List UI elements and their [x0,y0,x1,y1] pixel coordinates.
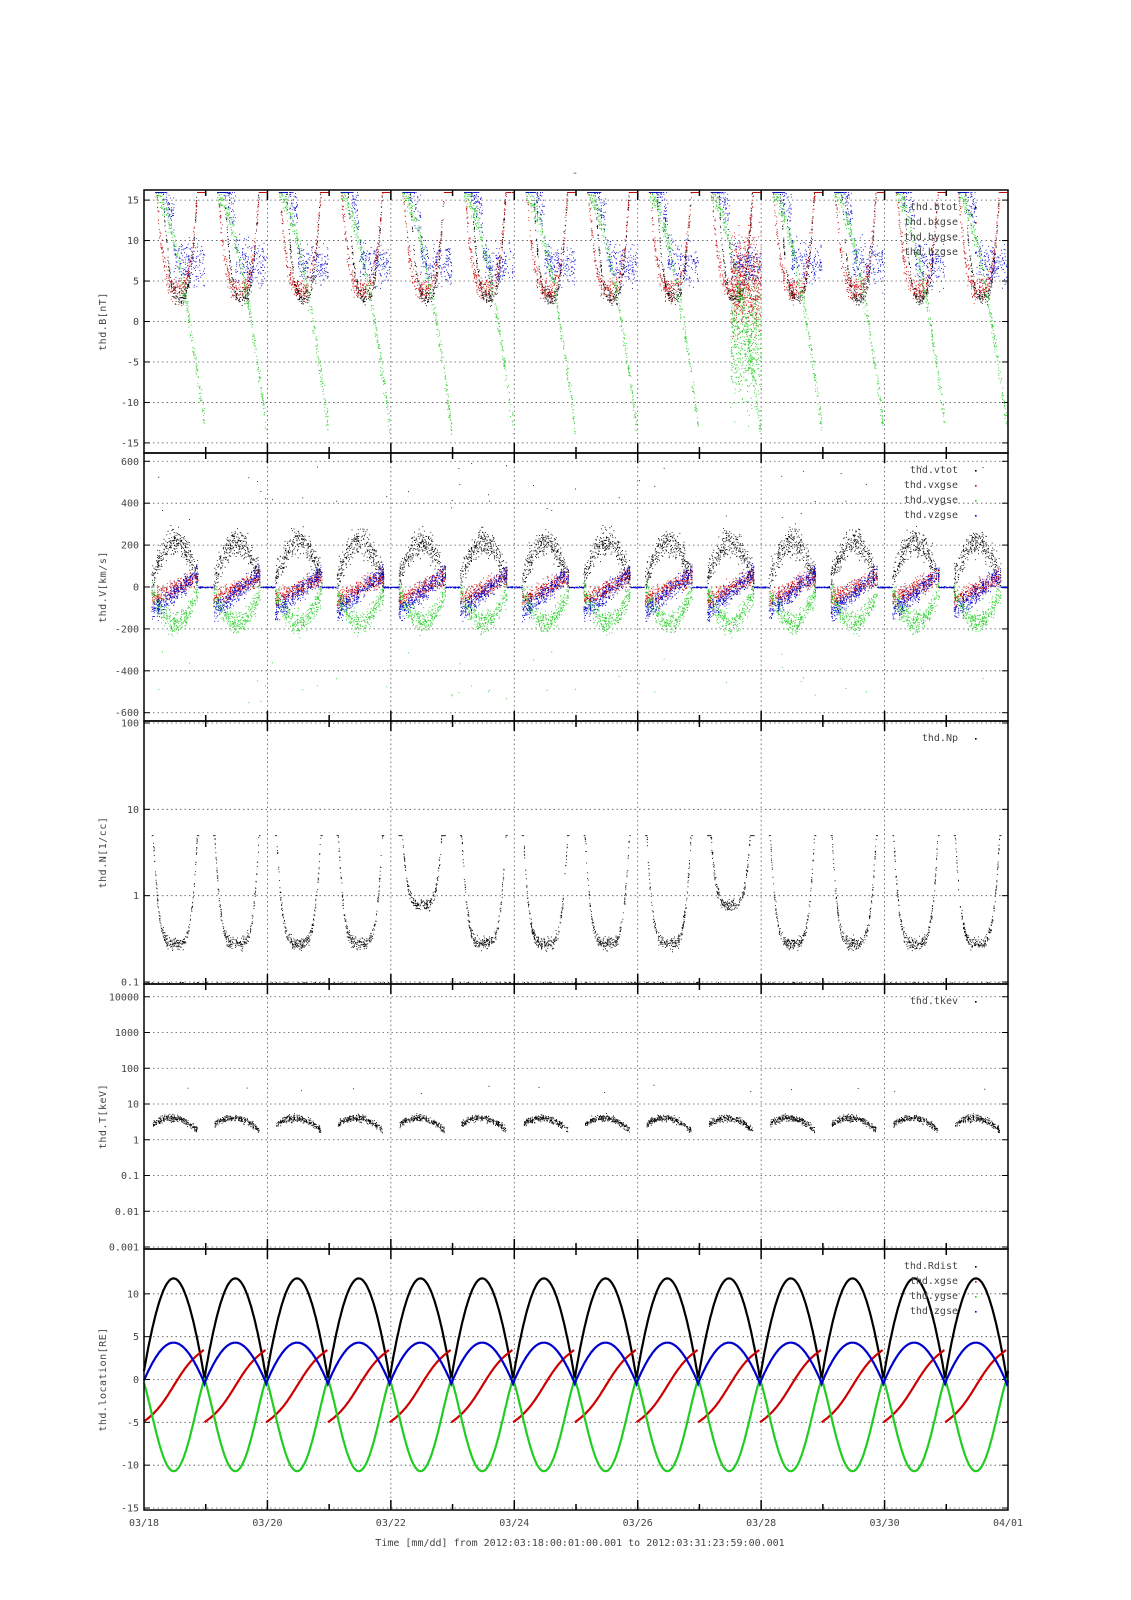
x-tick-label: 03/30 [870,1518,900,1529]
panel-frame [143,720,1009,985]
panels-group: 151050-5-10-15thd.B[nT]thd.btotthd.bxgse… [98,189,1023,1529]
top-mark: - [572,168,578,179]
panel-frame [143,983,1009,1250]
y-tick-label: 600 [121,457,139,468]
legend-marker [975,1281,977,1283]
y-tick-label: 10 [127,1100,139,1111]
x-tick-label: 03/20 [252,1518,282,1529]
legend-entry: thd.bzgse [904,247,958,258]
y-tick-label: 10 [127,236,139,247]
legend-entry: thd.vtot [910,465,958,476]
legend-entry: thd.ygse [910,1291,958,1302]
panel-2: 600 400 200 0 -200 -400 -600 thd.V[km/s] thd.vto… [98,452,1009,722]
x-tick-label: 03/22 [376,1518,406,1529]
legend-marker [975,1296,977,1298]
legend-entry: thd.vzgse [904,510,958,521]
y-tick-label: 0 [133,1375,139,1386]
legend-entry: thd.btot [910,202,958,213]
y-tick-label: 400 [121,499,139,510]
panel-4: 10000 1000 100 10 1 0.1 0.01 0.001 thd.T[keV] thd… [98,983,1009,1254]
legend-entry: thd.bygse [904,232,958,243]
legend-entry: thd.tkev [910,996,958,1007]
y-tick-label: 100 [121,1064,139,1075]
series-black-points [155,192,1008,307]
legend-entry: thd.Np [922,733,958,744]
y-tick-label: -5 [127,1418,139,1429]
y-tick-label: -10 [121,1461,139,1472]
y-tick-label: 1 [133,1135,139,1146]
y-axis-label: thd.location[RE] [98,1327,109,1431]
y-tick-label: 0 [133,317,139,328]
legend-entry: thd.vxgse [904,480,958,491]
legend-marker [975,485,977,487]
y-tick-label: 200 [121,541,139,552]
panel-5: 10 5 0 -5 -10 -15 thd.location[RE] thd.Rdist thd… [98,1248,1010,1515]
legend-entry: thd.zgse [910,1306,958,1317]
y-tick-label: 5 [133,1332,139,1343]
x-axis-label: Time [mm/dd] from 2012:03:18:00:01:00.00… [375,1538,784,1549]
x-tick-label: 03/26 [623,1518,653,1529]
y-tick-label: -200 [115,624,139,635]
x-tick-label: 04/01 [993,1518,1023,1529]
y-axis-label: thd.V[km/s] [98,551,109,623]
legend-entry: thd.vygse [904,495,958,506]
legend-marker [975,1001,977,1003]
series-red-points [155,192,1008,346]
series-black-points [152,1084,1001,1134]
legend-marker [975,470,977,472]
legend-marker [975,1266,977,1268]
y-tick-label: -10 [121,398,139,409]
y-tick-label: 0.01 [115,1207,139,1218]
y-tick-label: 1000 [115,1028,139,1039]
series-black-points [146,835,1009,983]
series-line-blue [142,1341,1010,1388]
y-tick-label: 1 [133,891,139,902]
x-tick-label: 03/28 [746,1518,776,1529]
legend-entry: thd.xgse [910,1276,958,1287]
legend-marker [975,222,977,224]
y-tick-label: -5 [127,357,139,368]
series-green-points [155,192,1008,435]
legend-marker [975,515,977,517]
series-green-points [151,581,1002,704]
y-tick-label: 0.001 [109,1243,139,1254]
legend-marker [975,500,977,502]
panel-frame [143,1248,1009,1511]
y-tick-label: 0.1 [121,978,139,989]
y-tick-label: -15 [121,1504,139,1515]
legend-marker [975,252,977,254]
series-line-red [143,1349,1009,1424]
x-tick-label: 03/18 [129,1518,159,1529]
y-tick-label: -15 [121,438,139,449]
y-tick-label: -600 [115,708,139,719]
y-tick-label: 10000 [109,992,139,1003]
y-tick-label: -400 [115,666,139,677]
series-line-green [142,1376,1010,1473]
y-tick-label: 5 [133,277,139,288]
y-tick-label: 10 [127,805,139,816]
series-line-black [142,1277,1010,1380]
y-tick-label: 100 [121,719,139,730]
x-tick-label: 03/24 [499,1518,529,1529]
y-axis-label: thd.T[keV] [98,1084,109,1149]
panel-1: 15 10 5 0 -5 -10 -15 thd.B[nT] thd.btot thd.bxgse… [98,189,1009,454]
y-axis-label: thd.N[1/cc] [98,817,109,889]
y-tick-label: 0 [133,583,139,594]
legend-marker [975,738,977,740]
legend-marker [975,237,977,239]
panel-3: 100 10 1 0.1 thd.N[1/cc] thd.Np [98,719,1009,989]
y-tick-label: 10 [127,1289,139,1300]
legend-entry: thd.Rdist [904,1261,958,1272]
legend-marker [975,207,977,209]
y-tick-label: 0.1 [121,1171,139,1182]
legend-entry: thd.bxgse [904,217,958,228]
series-blue-points [155,192,1008,294]
y-tick-label: 15 [127,196,139,207]
legend-marker [975,1311,977,1313]
y-axis-label: thd.B[nT] [98,292,109,351]
